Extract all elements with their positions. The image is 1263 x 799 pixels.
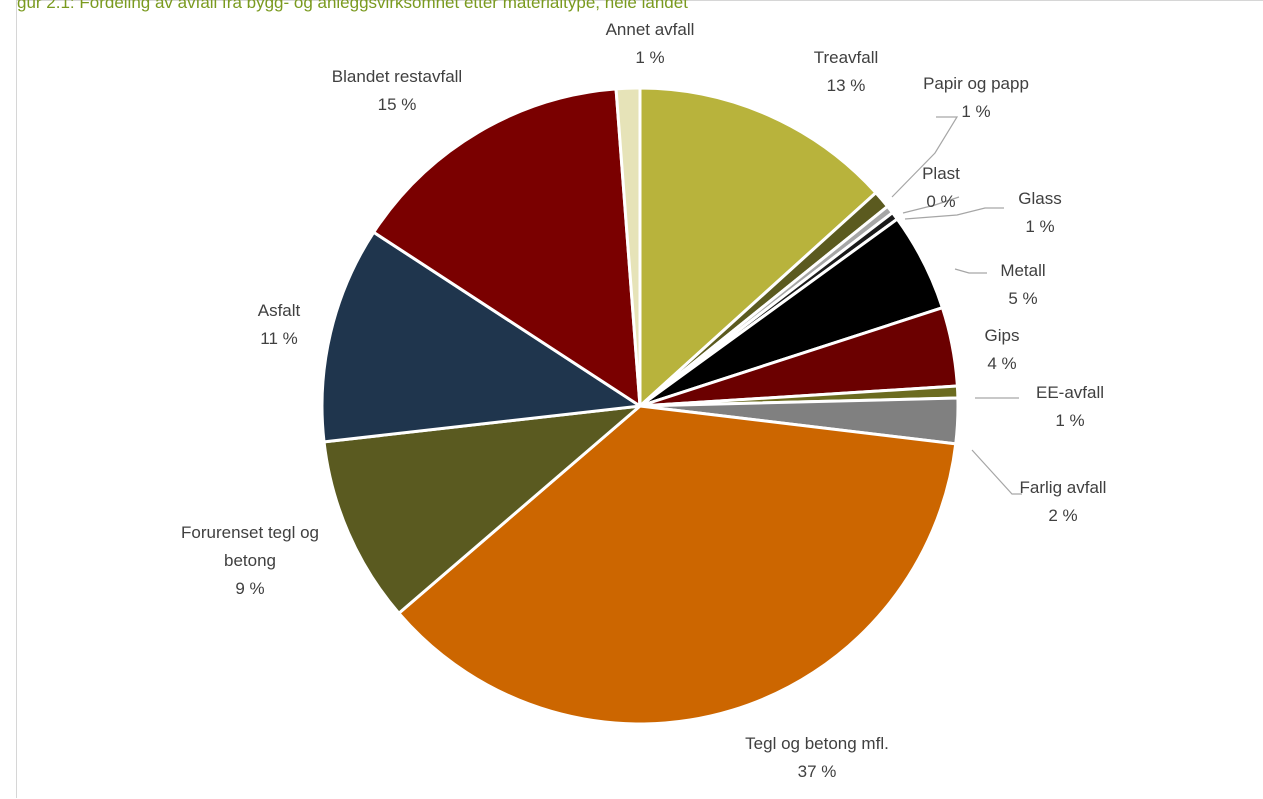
slice-percent: 2 %: [1048, 506, 1077, 525]
slice-percent: 1 %: [961, 102, 990, 121]
leader-line: [971, 449, 1022, 495]
pie-slice-treavfall: [638, 86, 878, 408]
leader-line: [904, 207, 1004, 220]
slice-percent: 9 %: [235, 579, 264, 598]
pie-slice-blandet-restavfall: [372, 87, 642, 408]
pie-chart: Treavfall 13 % Papir og papp 1 % Plast 0 % Gla…: [181, 20, 1106, 781]
slice-percent: 1 %: [635, 48, 664, 67]
slice-name: betong: [224, 551, 276, 570]
slice-name: Farlig avfall: [1020, 478, 1107, 497]
pie-slice-annet-avfall: [614, 86, 642, 408]
slice-name: Plast: [922, 164, 960, 183]
slice-label: Glass 1 %: [1018, 189, 1061, 236]
slice-name: Blandet restavfall: [332, 67, 462, 86]
slice-name: Tegl og betong mfl.: [745, 734, 889, 753]
pie-slice-forurenset-tegl-og-betong: [322, 404, 642, 615]
slice-label: Tegl og betong mfl. 37 %: [745, 734, 889, 781]
slice-percent: 11 %: [260, 329, 298, 348]
leader-line: [891, 116, 959, 198]
slice-label: Treavfall 13 %: [814, 48, 879, 95]
slice-labels: Treavfall 13 % Papir og papp 1 % Plast 0 % Gla…: [181, 20, 1106, 781]
slice-label: Metall 5 %: [1000, 261, 1045, 308]
slice-percent: 15 %: [378, 95, 417, 114]
chart-frame: gur 2.1: Fordeling av avfall fra bygg- o…: [16, 0, 1263, 798]
slice-percent: 37 %: [798, 762, 837, 781]
slice-label: Gips 4 %: [985, 326, 1020, 373]
pie-slices: [320, 86, 960, 726]
slice-label: Asfalt 11 %: [258, 301, 301, 348]
slice-name: Gips: [985, 326, 1020, 345]
slice-name: Asfalt: [258, 301, 301, 320]
slice-name: Annet avfall: [606, 20, 695, 39]
slice-label: Blandet restavfall 15 %: [332, 67, 462, 114]
slice-name: Glass: [1018, 189, 1061, 208]
slice-name: Forurenset tegl og: [181, 523, 319, 542]
slice-label: EE-avfall 1 %: [1036, 383, 1104, 430]
leader-line: [902, 196, 960, 214]
slice-percent: 1 %: [1055, 411, 1084, 430]
pie-slice-tegl-og-betong-mfl-: [397, 404, 958, 726]
leader-lines: [891, 116, 1022, 495]
leader-line: [954, 268, 987, 274]
slice-percent: 13 %: [827, 76, 866, 95]
slice-name: Papir og papp: [923, 74, 1029, 93]
slice-label: Farlig avfall 2 %: [1020, 478, 1107, 525]
pie-slice-asfalt: [320, 230, 642, 444]
slice-label: Plast 0 %: [922, 164, 960, 211]
slice-name: EE-avfall: [1036, 383, 1104, 402]
slice-percent: 0 %: [926, 192, 955, 211]
slice-percent: 1 %: [1025, 217, 1054, 236]
slice-label: Forurenset tegl og betong 9 %: [181, 523, 319, 598]
slice-name: Treavfall: [814, 48, 879, 67]
slice-percent: 5 %: [1008, 289, 1037, 308]
slice-label: Annet avfall 1 %: [606, 20, 695, 67]
slice-percent: 4 %: [987, 354, 1016, 373]
slice-name: Metall: [1000, 261, 1045, 280]
slice-label: Papir og papp 1 %: [923, 74, 1029, 121]
figure-caption: gur 2.1: Fordeling av avfall fra bygg- o…: [17, 0, 688, 12]
